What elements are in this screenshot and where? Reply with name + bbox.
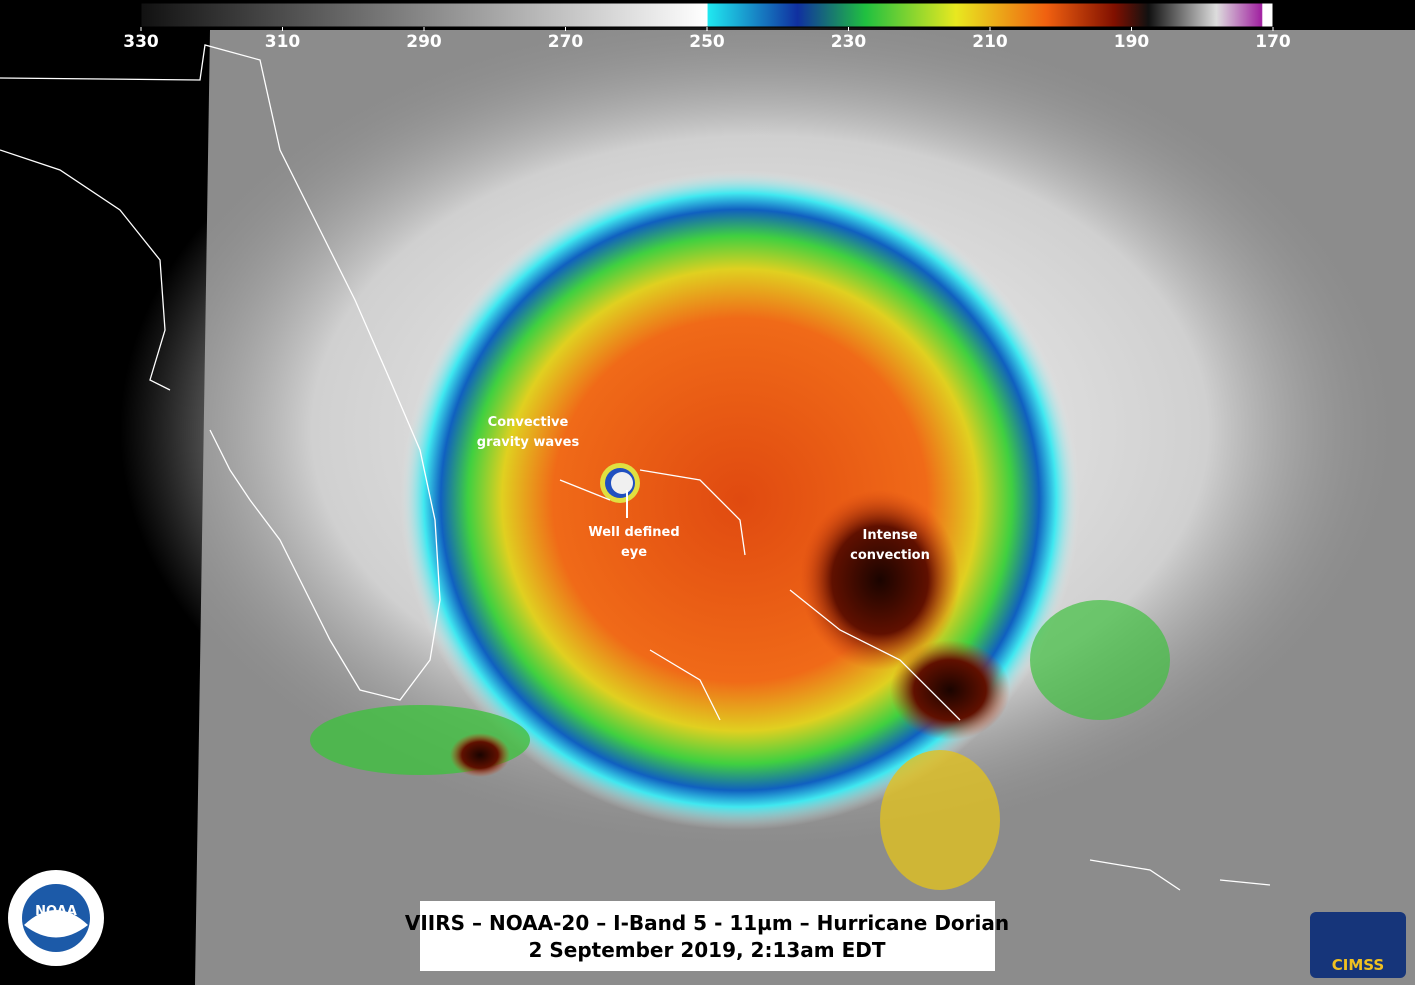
- convection: [890, 640, 1010, 740]
- annotation: Intense: [863, 528, 918, 543]
- annotation: Well defined: [588, 525, 679, 540]
- convection: [450, 733, 510, 777]
- annotation: gravity waves: [477, 435, 580, 450]
- colorbar-tick-label: 190: [1114, 32, 1150, 52]
- title: 2 September 2019, 2:13am EDT: [528, 938, 885, 962]
- noaa-logo-text: NOAA: [35, 904, 77, 919]
- colorbar-tick-label: 250: [689, 32, 725, 52]
- rainband: [1030, 600, 1170, 720]
- colorbar-tick-label: 170: [1255, 32, 1291, 52]
- convection: [800, 490, 960, 670]
- noaa-logo: [24, 910, 88, 938]
- title: VIIRS – NOAA-20 – I-Band 5 - 11µm – Hurr…: [405, 911, 1009, 935]
- colorbar-tick-label: 290: [406, 32, 442, 52]
- colorbar-tick-label: 210: [972, 32, 1008, 52]
- colorbar: [140, 2, 1274, 28]
- cimss-logo-text: CIMSS: [1332, 956, 1384, 974]
- cimss-logo: [1310, 912, 1406, 978]
- coastline: [0, 44, 441, 701]
- colorbar-tick-label: 230: [831, 32, 867, 52]
- colorbar-tick-label: 330: [123, 32, 159, 52]
- colorbar-tick-label: 310: [265, 32, 301, 52]
- coastline: [559, 469, 1271, 891]
- rainband: [880, 750, 1000, 890]
- colorbar-tick-label: 270: [548, 32, 584, 52]
- title-box: [420, 901, 995, 971]
- annotation: eye: [621, 545, 647, 560]
- eye: [611, 472, 633, 494]
- annotation: convection: [850, 548, 930, 563]
- annotation: Convective: [488, 415, 569, 430]
